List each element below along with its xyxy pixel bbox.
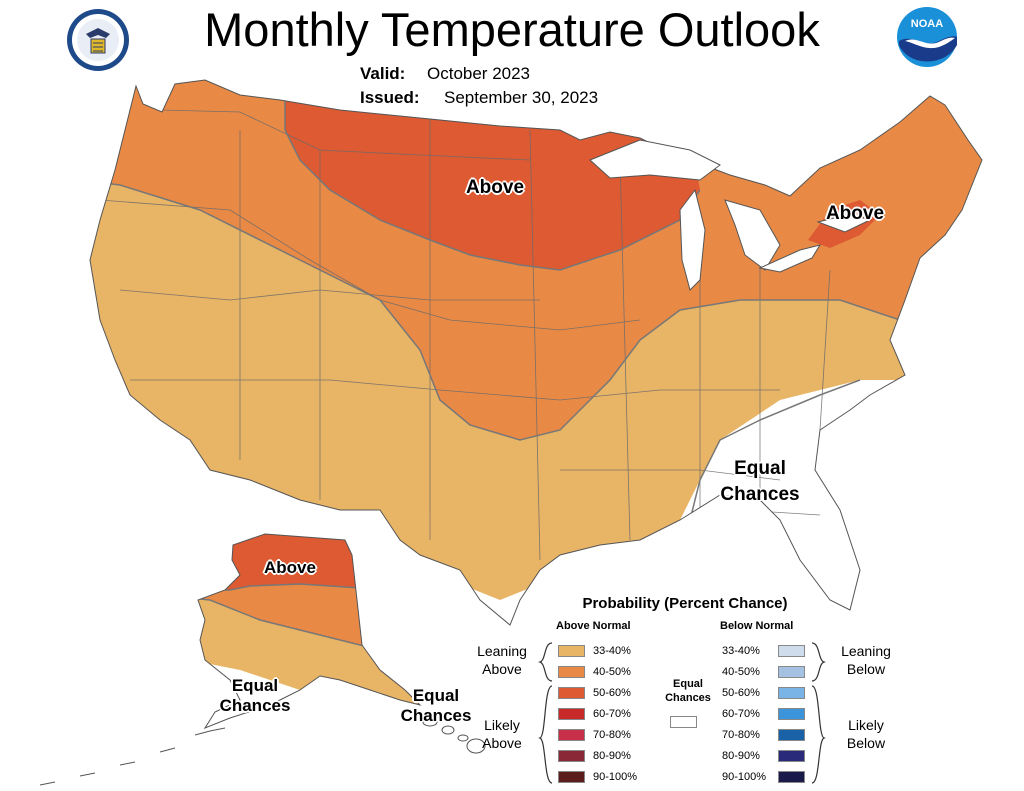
legend-below-swatch xyxy=(778,770,805,783)
valid-label: Valid: xyxy=(360,64,406,83)
legend-below-label: 33-40% xyxy=(722,644,760,657)
legend-below-label: 80-90% xyxy=(722,749,760,762)
page-title: Monthly Temperature Outlook xyxy=(204,3,820,56)
legend-below-swatch xyxy=(778,749,805,762)
legend-below-swatch xyxy=(778,644,805,657)
likely-below-line2: Below xyxy=(846,735,886,751)
legend-above-label: 50-60% xyxy=(593,686,631,699)
noaa-logo-icon: NOAA xyxy=(897,7,957,67)
legend-above-item: 50-60% xyxy=(558,682,637,703)
legend-title: Probability (Percent Chance) xyxy=(582,595,788,612)
legend-above-label: 80-90% xyxy=(593,749,631,762)
leaning-above-line2: Above xyxy=(482,661,522,677)
commerce-seal-icon xyxy=(67,9,129,71)
legend-below-label: 60-70% xyxy=(722,707,760,720)
legend-above-item: 40-50% xyxy=(558,661,637,682)
hawaii-equal-chances-line2: Chances xyxy=(400,706,472,725)
leaning-below-line2: Below xyxy=(846,661,886,677)
legend-below-label: 40-50% xyxy=(722,665,760,678)
legend-above-label: 40-50% xyxy=(593,665,631,678)
likely-below-line1: Likely xyxy=(848,717,884,733)
legend-above-swatch xyxy=(558,770,585,783)
leaning-below-line1: Leaning xyxy=(841,643,891,659)
conus-above-northeast-label: Above xyxy=(825,203,885,224)
legend-below-item: 70-80% xyxy=(722,724,805,745)
legend-below-item: 90-100% xyxy=(722,766,805,787)
legend-below-header: Below Normal xyxy=(720,620,794,632)
legend-below-label: 90-100% xyxy=(722,770,767,783)
legend-above-label: 60-70% xyxy=(593,707,631,720)
legend-equal-line1: Equal xyxy=(673,678,703,690)
legend-below-swatch xyxy=(778,686,805,699)
likely-above-line1: Likely xyxy=(484,717,520,733)
legend-above-list: 33-40% 40-50% 50-60% 60-70% 70-80% 80-90% 90-1… xyxy=(558,640,637,787)
legend-left-braces xyxy=(538,642,553,784)
legend-equal-line2: Chances xyxy=(665,692,711,704)
legend-above-label: 70-80% xyxy=(593,728,631,741)
valid-value: October 2023 xyxy=(427,64,531,83)
issued-value: September 30, 2023 xyxy=(444,88,599,107)
leaning-above-line1: Leaning xyxy=(477,643,527,659)
legend-below-swatch xyxy=(778,665,805,678)
legend-above-header: Above Normal xyxy=(556,620,631,632)
conus-equal-chances-line1: Equal xyxy=(734,458,786,479)
legend-below-label: 70-80% xyxy=(722,728,760,741)
legend-above-swatch xyxy=(558,644,585,657)
legend-below-swatch xyxy=(778,728,805,741)
alaska-above-label: Above xyxy=(264,558,316,577)
legend-below-item: 80-90% xyxy=(722,745,805,766)
legend-above-item: 60-70% xyxy=(558,703,637,724)
legend-below-label: 50-60% xyxy=(722,686,760,699)
alaska-equal-chances-line2: Chances xyxy=(219,696,291,715)
issued-label: Issued: xyxy=(360,88,420,107)
legend-above-item: 80-90% xyxy=(558,745,637,766)
legend-above-item: 33-40% xyxy=(558,640,637,661)
legend-above-label: 33-40% xyxy=(593,644,631,657)
legend-above-item: 70-80% xyxy=(558,724,637,745)
conus-above-north-label: Above xyxy=(465,177,525,198)
legend-below-item: 50-60% xyxy=(722,682,805,703)
hawaii-equal-chances-line1: Equal xyxy=(412,686,460,705)
legend-above-item: 90-100% xyxy=(558,766,637,787)
legend-above-swatch xyxy=(558,665,585,678)
legend-above-swatch xyxy=(558,707,585,720)
legend-above-label: 90-100% xyxy=(593,770,638,783)
legend-below-swatch xyxy=(778,707,805,720)
legend-below-item: 40-50% xyxy=(722,661,805,682)
likely-above-line2: Above xyxy=(482,735,522,751)
legend-below-item: 60-70% xyxy=(722,703,805,724)
legend-above-swatch xyxy=(558,686,585,699)
svg-text:NOAA: NOAA xyxy=(911,18,943,30)
legend-above-swatch xyxy=(558,749,585,762)
legend-above-swatch xyxy=(558,728,585,741)
legend-equal-swatch xyxy=(670,716,697,728)
conus-equal-chances-line2: Chances xyxy=(720,484,800,505)
legend-below-item: 33-40% xyxy=(722,640,805,661)
alaska-equal-chances-line1: Equal xyxy=(231,676,279,695)
legend-below-list: 33-40% 40-50% 50-60% 60-70% 70-80% 80-90% 90-1… xyxy=(722,640,805,787)
legend-right-braces xyxy=(811,642,826,784)
